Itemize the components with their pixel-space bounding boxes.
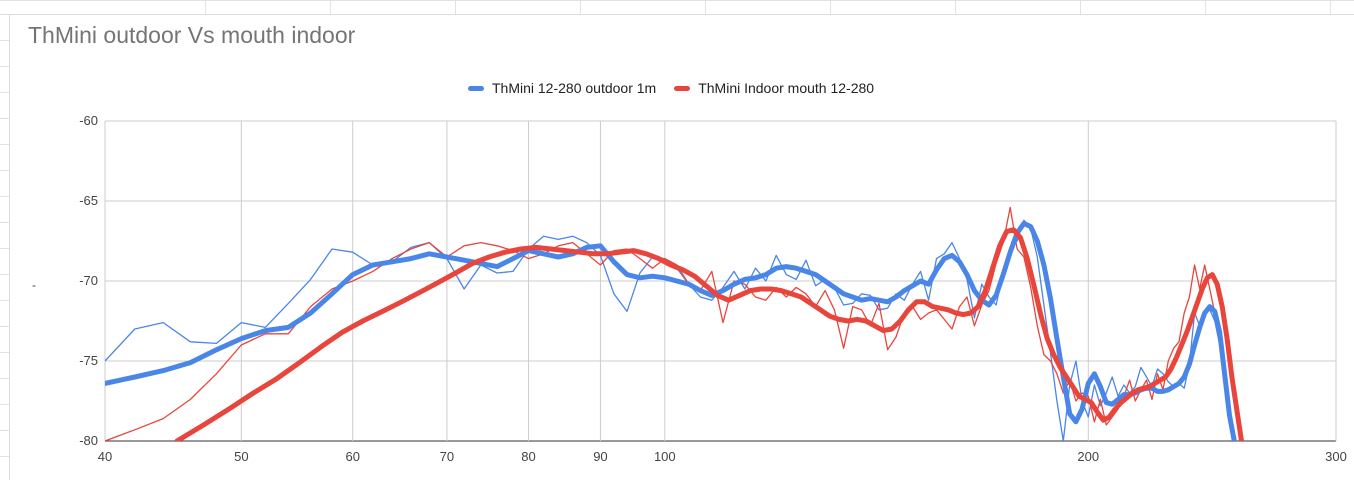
chart-title: ThMini outdoor Vs mouth indoor <box>28 22 356 48</box>
x-tick-label: 300 <box>1325 449 1347 464</box>
x-tick-label: 100 <box>654 449 676 464</box>
x-tick-label: 90 <box>593 449 607 464</box>
legend-label-indoor: ThMini Indoor mouth 12-280 <box>698 80 875 96</box>
legend-label-outdoor: ThMini 12-280 outdoor 1m <box>492 80 657 96</box>
chart-card[interactable] <box>9 14 1354 480</box>
series-line-outdoor-smoothed <box>105 220 1237 441</box>
legend-item-indoor: ThMini Indoor mouth 12-280 <box>674 80 874 96</box>
legend-item-outdoor: ThMini 12-280 outdoor 1m <box>468 80 656 96</box>
x-tick-label: 50 <box>234 449 248 464</box>
x-tick-label: 60 <box>345 449 359 464</box>
y-tick-label: -60 <box>79 113 98 128</box>
y-tick-label: -65 <box>79 193 98 208</box>
y-tick-label: -80 <box>79 433 98 448</box>
legend-swatch-indoor <box>674 85 691 91</box>
x-tick-label: 200 <box>1077 449 1099 464</box>
legend-swatch-outdoor <box>468 85 484 91</box>
x-tick-label: 80 <box>521 449 535 464</box>
series-line-outdoor-raw <box>105 219 1235 441</box>
x-tick-label: 70 <box>440 449 454 464</box>
series-line-indoor-smoothed <box>174 227 1244 441</box>
series-line-indoor-raw <box>105 206 1235 441</box>
y-tick-label: -75 <box>79 353 98 368</box>
x-tick-label: 40 <box>98 449 112 464</box>
y-axis-label: - <box>32 278 36 292</box>
y-tick-label: -70 <box>79 273 98 288</box>
chart-legend: ThMini 12-280 outdoor 1m ThMini Indoor m… <box>468 79 892 97</box>
